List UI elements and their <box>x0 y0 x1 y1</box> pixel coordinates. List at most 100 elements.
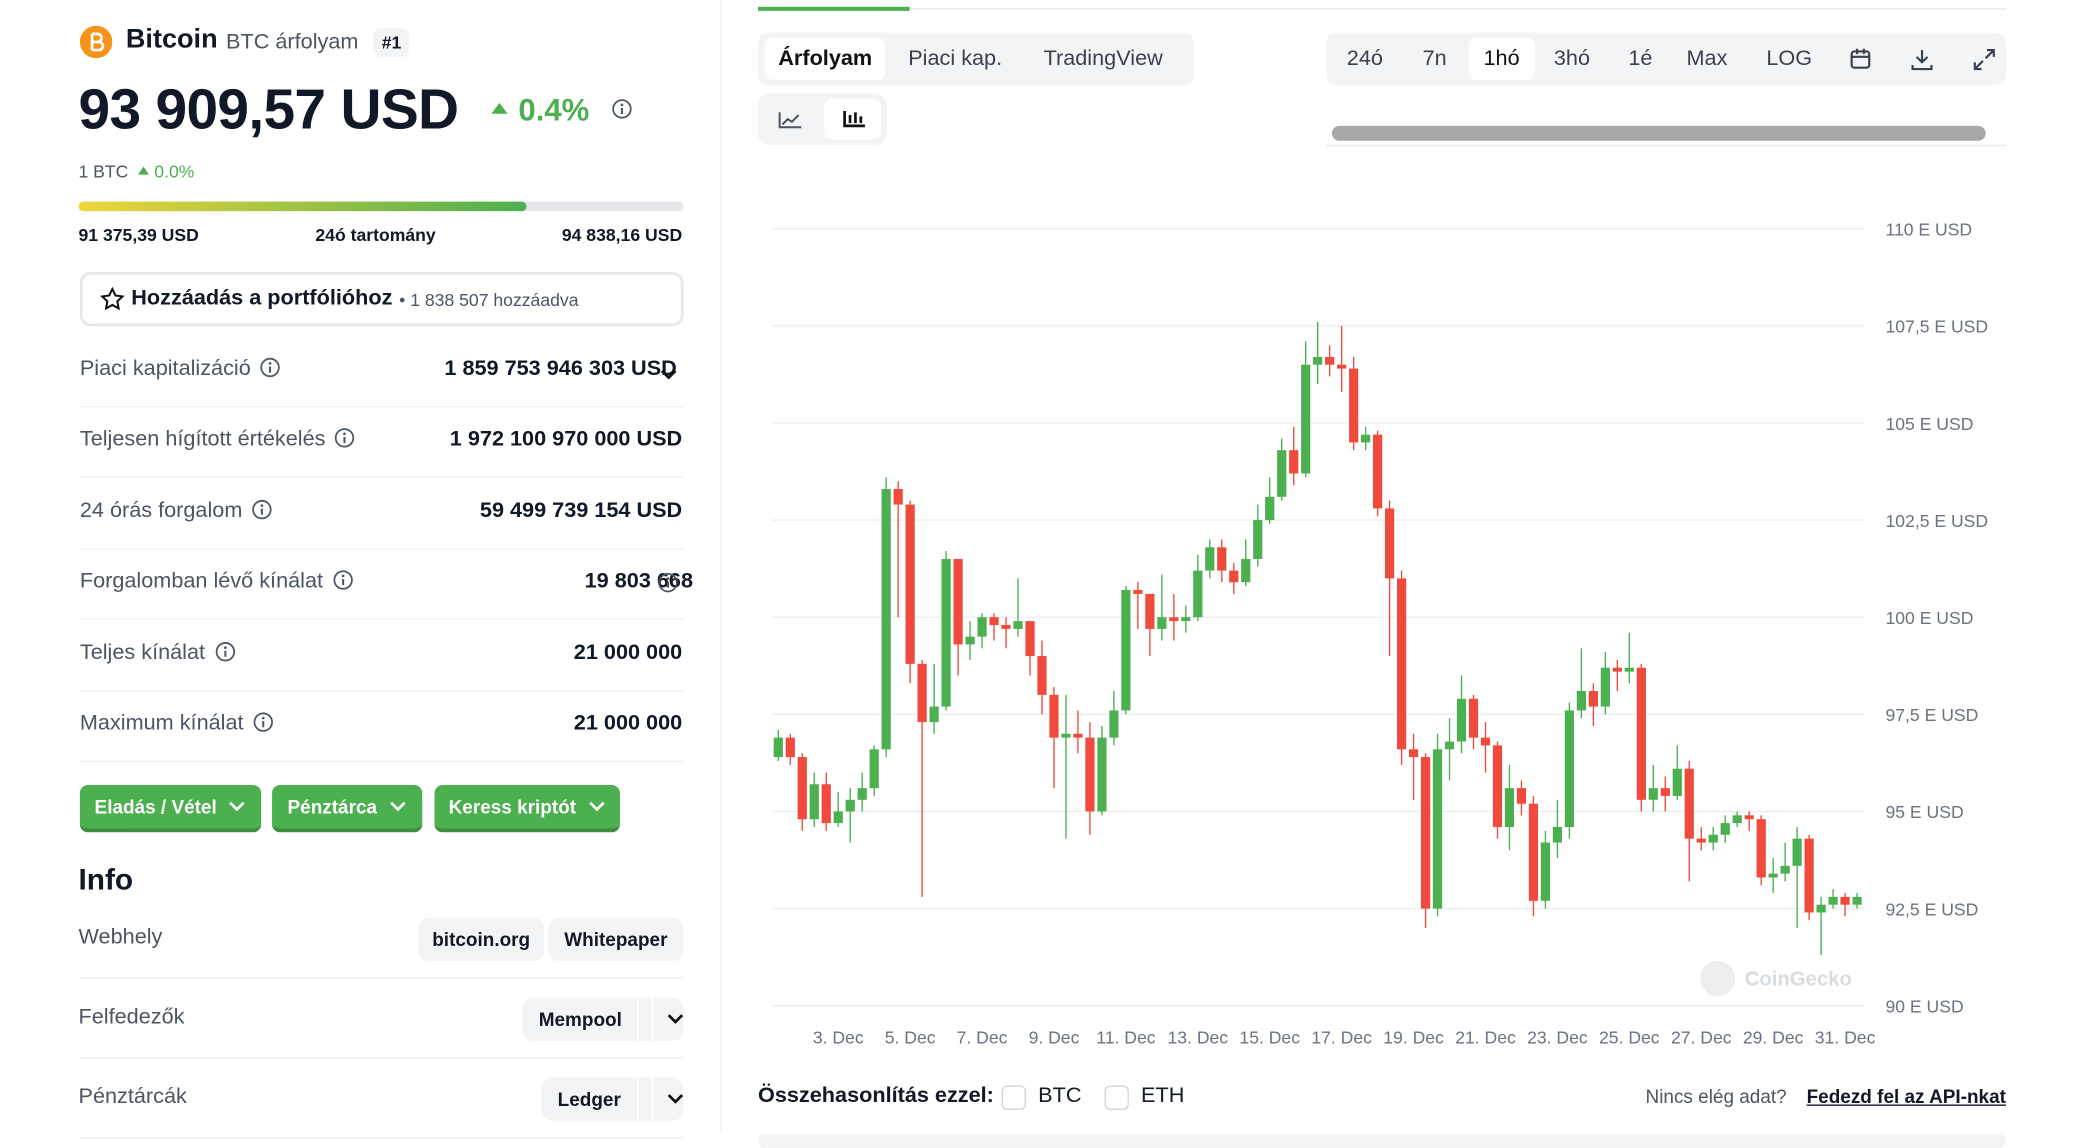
stat-label-wrap: Piaci kapitalizáció <box>79 357 251 381</box>
candle-body <box>1301 364 1311 474</box>
candle-body <box>1804 838 1814 913</box>
candle-body <box>881 489 891 750</box>
candle-body <box>1384 508 1395 579</box>
api-note: Nincs elég adat? <box>1645 1085 1787 1108</box>
candle-body <box>1229 570 1239 583</box>
portfolio-button[interactable]: Hozzáadás a portfólióhoz • 1 838 507 hoz… <box>79 272 684 327</box>
stat-label: Teljes kínálat <box>80 641 235 668</box>
candle-body <box>797 757 807 820</box>
stat-label-wrap: Maximum kínálat <box>79 711 244 735</box>
info-icon[interactable] <box>215 641 235 667</box>
action-button[interactable]: Eladás / Vétel <box>79 785 262 833</box>
action-text: Eladás / Vétel <box>94 795 217 818</box>
price: 93 909,57 USD <box>78 77 460 141</box>
range-tab[interactable]: 24ó <box>1346 47 1383 71</box>
tab-group: Árfolyam Piaci kap. TradingView <box>757 32 1194 86</box>
tab[interactable]: Piaci kap. <box>908 47 1003 71</box>
range-group: 24ó 7n 1hó 3hó 1é Max LOG <box>1326 32 2006 86</box>
info-icon[interactable] <box>332 570 353 596</box>
candle-body <box>1049 694 1059 738</box>
candle-body <box>1456 698 1467 742</box>
stat-label: Maximum kínálat <box>80 712 273 739</box>
range-tab[interactable]: 3hó <box>1553 47 1591 71</box>
x-tick-label: 11. Dec <box>1096 1028 1155 1048</box>
watermark: CoinGecko <box>1745 968 1852 990</box>
chevron <box>588 801 605 812</box>
checkbox[interactable] <box>1104 1085 1129 1110</box>
stat-label-wrap: Teljes kínálat <box>79 641 206 665</box>
stat-label-wrap: Forgalomban lévő kínálat <box>79 570 324 594</box>
chevron <box>229 801 245 812</box>
stat-value: 19 803 668 <box>584 570 694 594</box>
candle-body <box>1444 741 1455 750</box>
candle-body <box>869 749 879 789</box>
separator <box>78 760 684 763</box>
candle-body <box>1181 617 1191 622</box>
dropdown-pill[interactable]: Mempool <box>522 997 686 1041</box>
tab[interactable]: Árfolyam <box>764 37 886 80</box>
scrollbar[interactable] <box>1331 125 1986 141</box>
info-icon[interactable] <box>335 428 355 454</box>
stat-label: Forgalomban lévő kínálat <box>80 570 353 597</box>
range-tab[interactable]: 1é <box>1628 47 1653 71</box>
candle-body <box>1133 590 1143 594</box>
action-button[interactable]: Keress kriptót <box>434 785 620 833</box>
download-icon <box>1911 50 1933 71</box>
star-icon <box>100 286 125 311</box>
range-tab[interactable]: 1hó <box>1468 37 1535 80</box>
info-icon[interactable] <box>612 99 632 126</box>
range-high: 94 838,16 USD <box>561 224 683 245</box>
bottom-bar <box>757 1134 2006 1148</box>
separator <box>78 476 684 479</box>
line-chart-toggle[interactable] <box>774 108 809 132</box>
candle-body <box>1085 737 1095 812</box>
info-glyph <box>260 357 281 378</box>
dropdown-pill[interactable]: Ledger <box>541 1077 685 1121</box>
candle-body <box>1169 617 1179 622</box>
icon-button[interactable] <box>1910 47 1934 78</box>
dropdown[interactable] <box>659 364 678 388</box>
candle-body <box>1504 788 1515 827</box>
info-glyph <box>658 573 678 593</box>
info-label: Pénztárcák <box>78 1085 187 1109</box>
y-tick-label: 105 E USD <box>1885 414 1973 434</box>
info-label: Webhely <box>78 925 163 949</box>
chart-type-group <box>757 93 887 145</box>
range-tab[interactable]: LOG <box>1766 47 1813 71</box>
tab[interactable]: TradingView <box>1043 47 1163 71</box>
info-icon[interactable] <box>252 499 272 525</box>
y-tick-label: 97,5 E USD <box>1885 705 1978 725</box>
api-link[interactable]: Fedezd fel az API-nkat <box>1806 1085 2006 1108</box>
candle-toggle[interactable] <box>824 98 882 140</box>
link-pill[interactable]: Whitepaper <box>548 917 684 962</box>
chevron-wrap[interactable] <box>651 997 686 1041</box>
btc-change: 0.0% <box>154 161 195 182</box>
compare-option: ETH <box>1141 1084 1185 1108</box>
candle-body <box>1540 842 1551 901</box>
chevron-wrap[interactable] <box>650 1077 685 1121</box>
icon-button[interactable] <box>1849 47 1873 78</box>
action-button[interactable]: Pénztárca <box>272 785 423 833</box>
link-pill[interactable]: bitcoin.org <box>418 917 545 962</box>
candle-body <box>1516 788 1527 804</box>
calendar-icon <box>1850 48 1871 69</box>
tab-line <box>757 8 2006 10</box>
info-glyph <box>612 99 632 119</box>
candle-body <box>1672 768 1682 796</box>
checkbox[interactable] <box>1001 1085 1026 1110</box>
candle-body <box>941 558 951 707</box>
range-tab[interactable]: 7n <box>1422 47 1447 71</box>
x-tick-label: 25. Dec <box>1599 1028 1660 1048</box>
candle-body <box>1157 617 1167 629</box>
info-icon[interactable] <box>253 712 273 738</box>
info-icon[interactable] <box>260 357 281 383</box>
range-tab[interactable]: Max <box>1686 47 1728 71</box>
info-icon[interactable] <box>658 573 678 600</box>
candle-body <box>1552 826 1563 843</box>
candle-body <box>1396 578 1407 750</box>
candle-body <box>953 558 963 645</box>
icon-button[interactable] <box>1972 47 1996 78</box>
candle-body <box>1612 667 1622 672</box>
candle-body <box>1325 356 1335 365</box>
candle-body <box>1576 691 1586 711</box>
